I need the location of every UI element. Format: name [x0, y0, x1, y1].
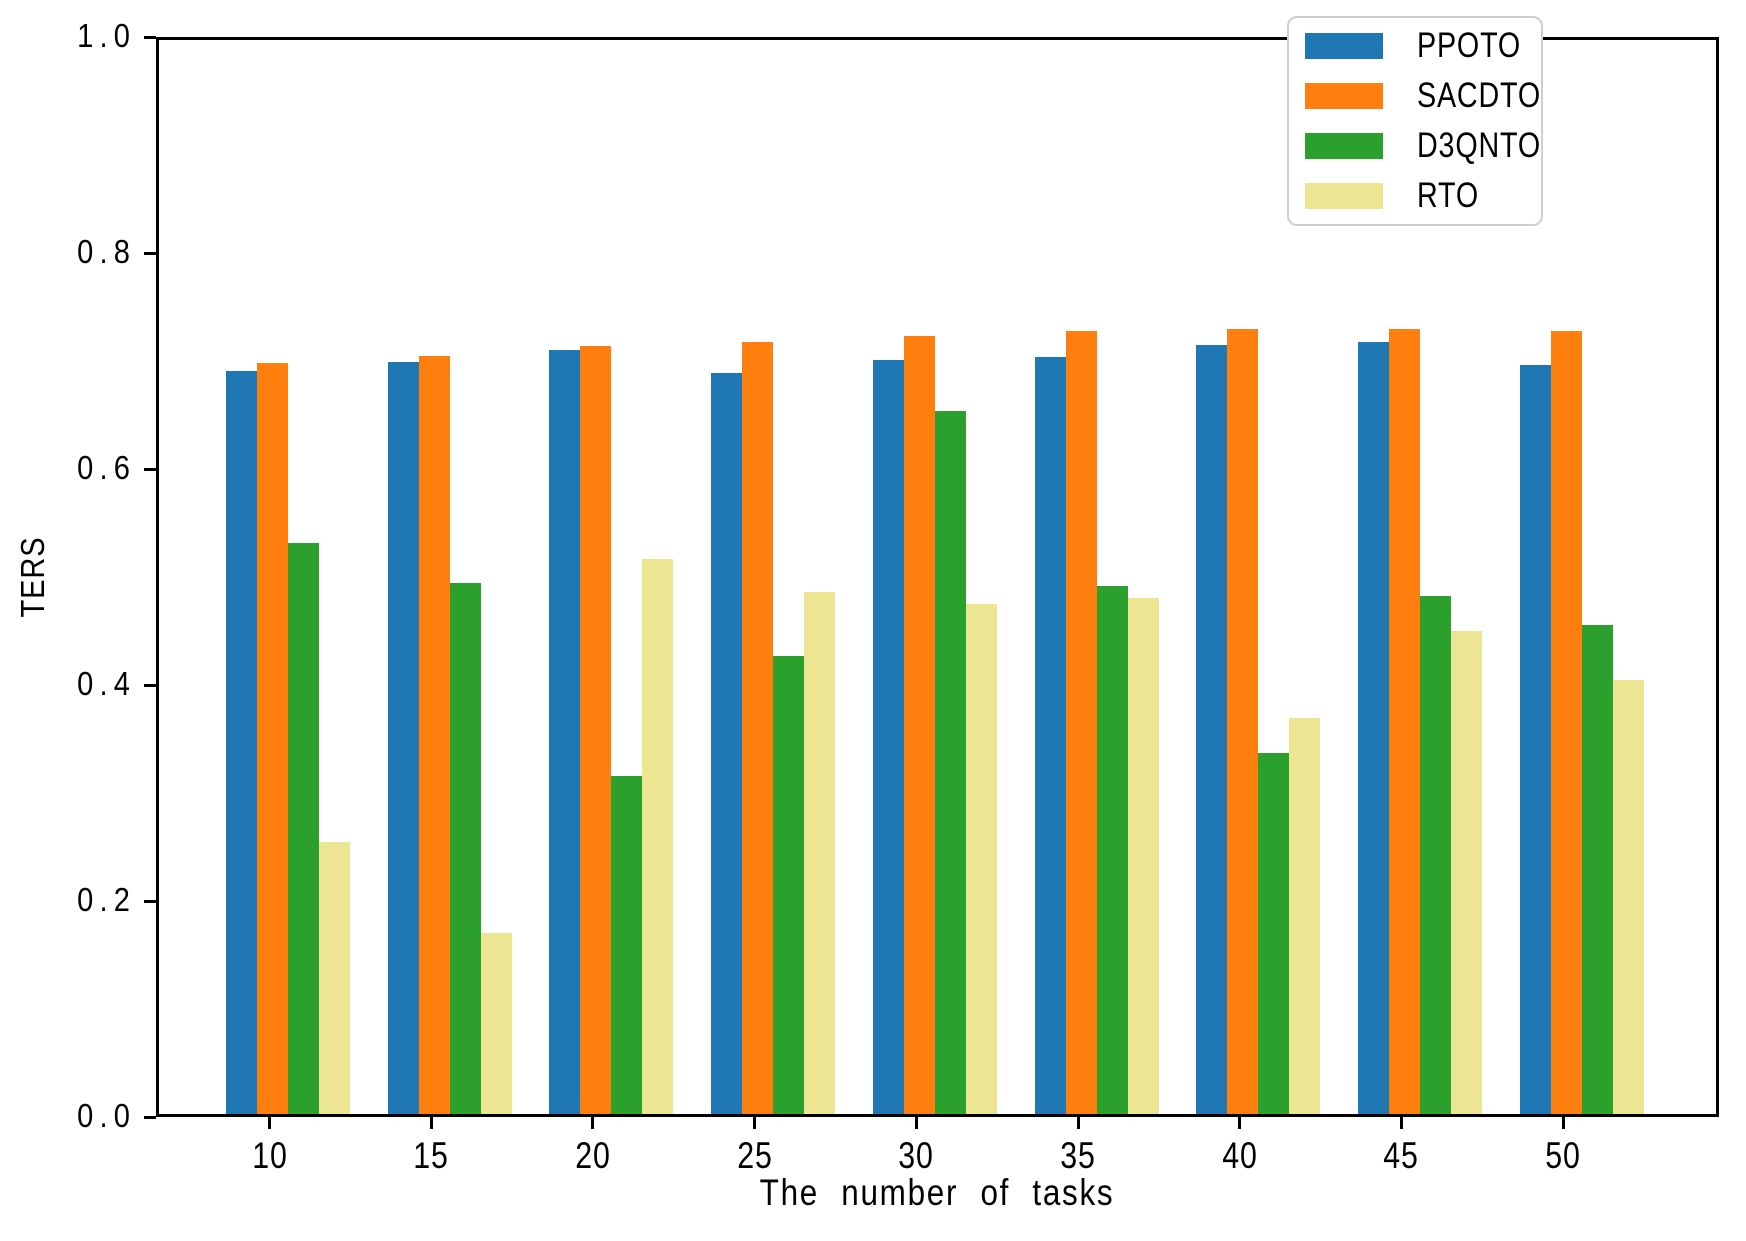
- x-tick-mark-35: [1076, 1117, 1080, 1129]
- bar-ppoto-20: [549, 350, 581, 1114]
- legend-label-sacdto: SACDTO: [1417, 76, 1541, 115]
- x-tick-label-25: 25: [736, 1135, 773, 1176]
- x-tick-label-20: 20: [575, 1135, 611, 1176]
- legend: PPOTO SACDTO D3QNTO RTO: [1287, 16, 1543, 226]
- legend-label-d3qnto: D3QNTO: [1417, 126, 1541, 165]
- bar-d3qnto-10: [288, 542, 319, 1114]
- legend-item-d3qnto: D3QNTO: [1305, 126, 1541, 165]
- bar-ppoto-45: [1357, 341, 1389, 1114]
- y-tick-label-0.6: 0.6: [77, 449, 136, 486]
- x-tick-mark-15: [429, 1117, 433, 1129]
- bar-sacdto-20: [580, 346, 612, 1114]
- y-tick-mark-0.4: [144, 683, 156, 687]
- y-tick-label-1.0: 1.0: [77, 17, 136, 54]
- y-axis-label: TERS: [14, 536, 51, 618]
- y-tick-label-0.8: 0.8: [77, 233, 136, 270]
- legend-item-sacdto: SACDTO: [1305, 76, 1541, 115]
- bar-d3qnto-20: [611, 775, 643, 1114]
- bar-sacdto-30: [903, 336, 935, 1114]
- bar-rto-10: [319, 842, 350, 1114]
- x-axis-label: The number of tasks: [759, 1172, 1115, 1213]
- y-tick-mark-0.0: [144, 1115, 156, 1119]
- bar-sacdto-15: [418, 355, 450, 1114]
- bar-rto-50: [1612, 680, 1644, 1114]
- bar-sacdto-40: [1227, 328, 1259, 1114]
- bar-ppoto-50: [1519, 365, 1551, 1114]
- legend-swatch-ppoto: [1305, 33, 1383, 59]
- x-tick-label-35: 35: [1060, 1135, 1096, 1176]
- x-tick-label-10: 10: [251, 1135, 288, 1176]
- bar-sacdto-50: [1550, 331, 1582, 1114]
- y-tick-label-0.4: 0.4: [77, 665, 136, 702]
- bar-rto-45: [1450, 630, 1482, 1114]
- bar-d3qnto-45: [1419, 596, 1451, 1114]
- x-tick-mark-25: [753, 1117, 757, 1129]
- legend-label-ppoto: PPOTO: [1417, 26, 1522, 65]
- x-tick-mark-45: [1399, 1117, 1403, 1129]
- bar-d3qnto-40: [1258, 753, 1290, 1114]
- bar-sacdto-45: [1388, 328, 1420, 1114]
- x-tick-mark-30: [914, 1117, 918, 1129]
- x-tick-mark-20: [591, 1117, 595, 1129]
- y-tick-label-0.0: 0.0: [77, 1097, 136, 1134]
- legend-swatch-rto: [1305, 183, 1383, 209]
- bar-rto-35: [1127, 598, 1159, 1114]
- x-tick-mark-50: [1561, 1117, 1565, 1129]
- bar-sacdto-35: [1065, 331, 1097, 1114]
- bar-rto-40: [1289, 717, 1321, 1114]
- legend-item-rto: RTO: [1305, 176, 1541, 215]
- bar-rto-15: [480, 932, 512, 1114]
- y-tick-mark-0.8: [144, 251, 156, 255]
- x-tick-label-15: 15: [413, 1135, 449, 1176]
- y-tick-mark-1.0: [144, 35, 156, 39]
- legend-swatch-d3qnto: [1305, 133, 1383, 159]
- y-tick-mark-0.6: [144, 467, 156, 471]
- x-tick-label-40: 40: [1221, 1135, 1258, 1176]
- bar-d3qnto-25: [773, 656, 805, 1114]
- bar-d3qnto-30: [934, 410, 966, 1114]
- legend-item-ppoto: PPOTO: [1305, 26, 1541, 65]
- bar-d3qnto-50: [1581, 625, 1613, 1114]
- y-tick-label-0.2: 0.2: [77, 881, 136, 918]
- bar-ppoto-10: [226, 370, 257, 1114]
- bar-ppoto-25: [711, 372, 743, 1114]
- bar-rto-30: [965, 603, 997, 1114]
- bar-rto-25: [804, 592, 836, 1114]
- x-tick-label-30: 30: [898, 1135, 934, 1176]
- bar-sacdto-10: [257, 363, 288, 1114]
- bar-d3qnto-35: [1096, 585, 1128, 1114]
- legend-label-rto: RTO: [1417, 176, 1480, 215]
- y-tick-mark-0.2: [144, 899, 156, 903]
- legend-swatch-sacdto: [1305, 83, 1383, 109]
- bar-sacdto-25: [742, 341, 774, 1114]
- bar-d3qnto-15: [449, 583, 481, 1114]
- bar-ppoto-30: [872, 360, 904, 1114]
- bar-rto-20: [642, 558, 674, 1114]
- x-tick-mark-40: [1238, 1117, 1242, 1129]
- x-tick-label-50: 50: [1545, 1135, 1581, 1176]
- bar-ppoto-40: [1196, 345, 1228, 1114]
- x-tick-label-45: 45: [1383, 1135, 1420, 1176]
- bar-ppoto-35: [1034, 356, 1066, 1114]
- bar-ppoto-15: [387, 362, 419, 1114]
- x-tick-mark-10: [268, 1117, 271, 1129]
